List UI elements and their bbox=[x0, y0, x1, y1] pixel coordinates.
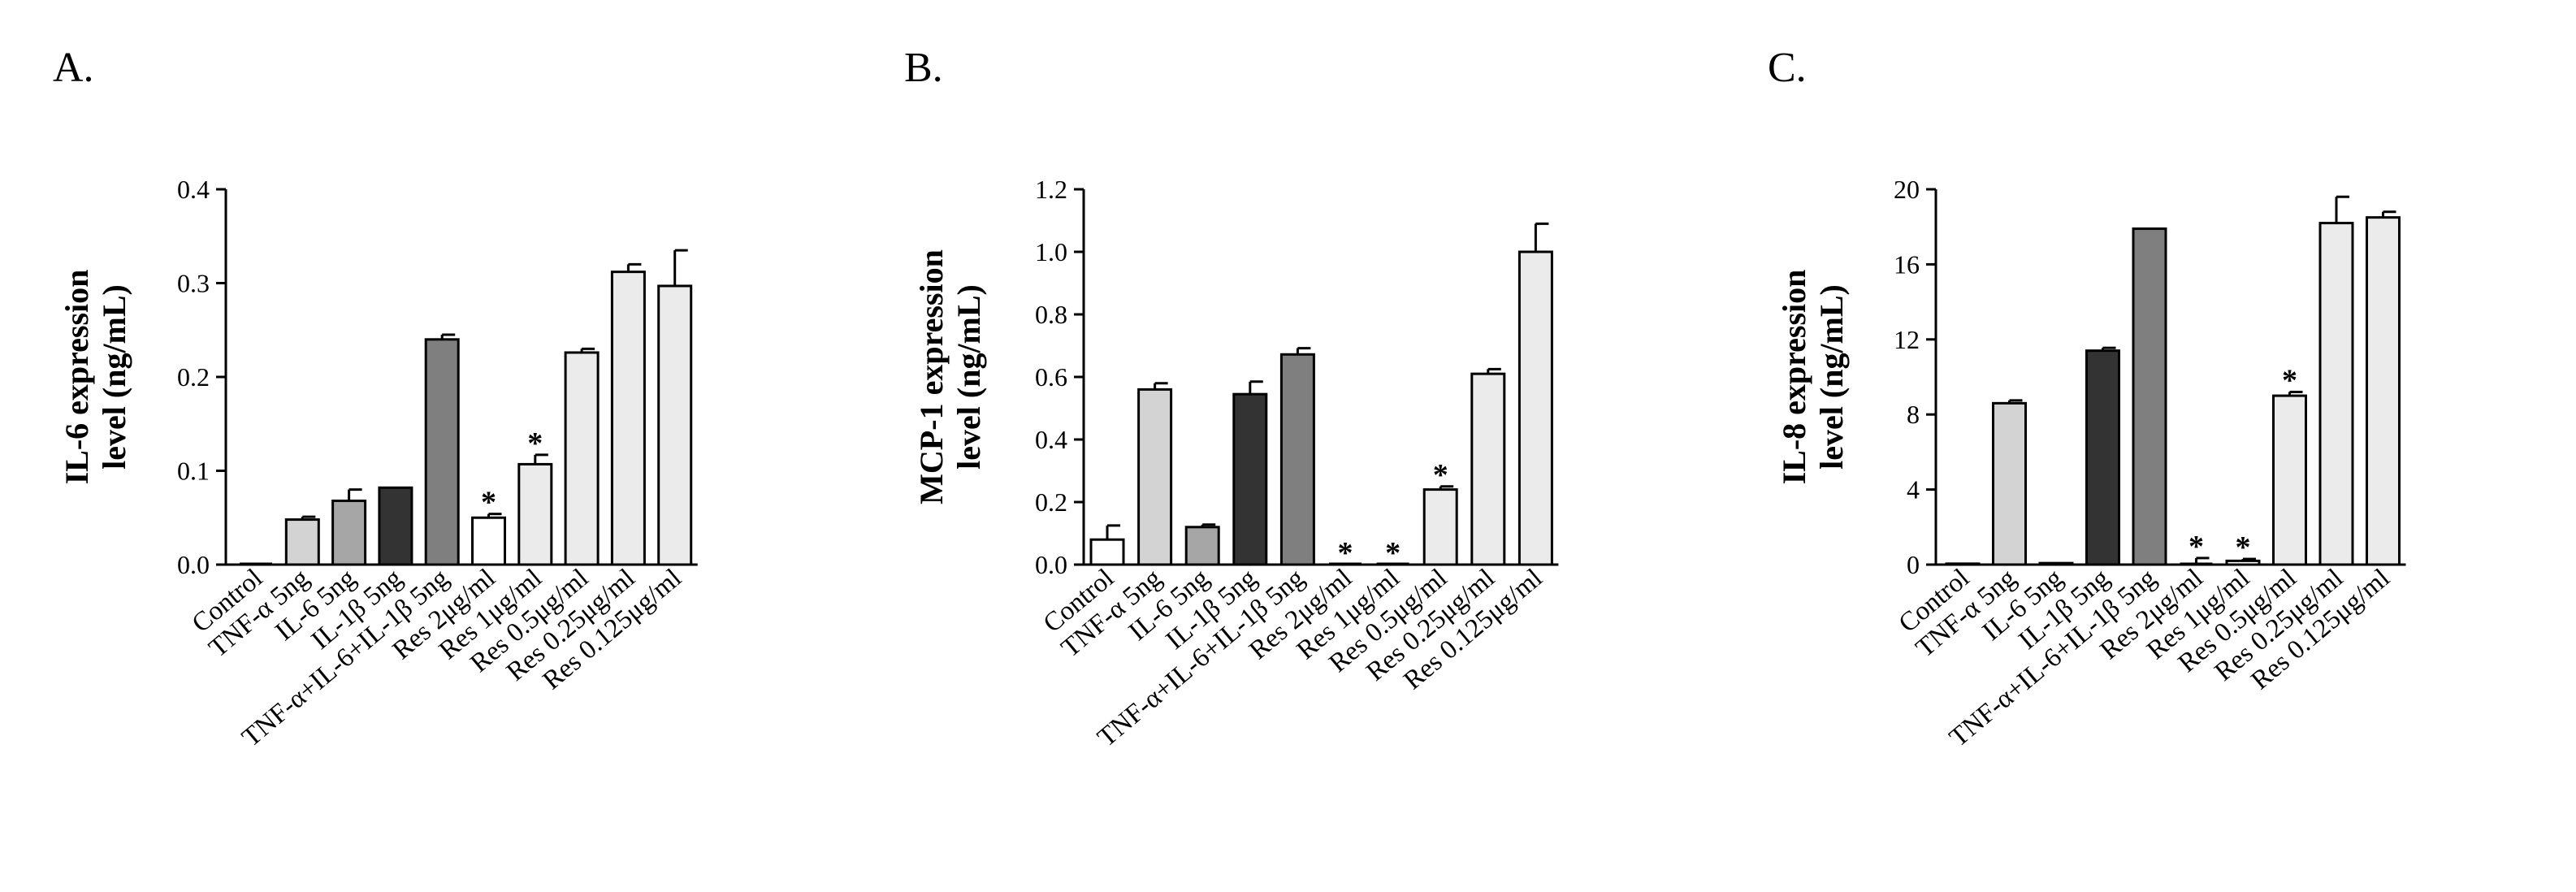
y-tick-label: 0.0 bbox=[1035, 550, 1067, 579]
bar bbox=[1945, 562, 1981, 566]
bar bbox=[424, 338, 460, 566]
y-tick-label: 0.8 bbox=[1035, 300, 1067, 329]
y-tick-label: 16 bbox=[1894, 249, 1920, 279]
y-tick-label: 8 bbox=[1907, 400, 1920, 429]
panel-letter: C. bbox=[1768, 45, 1807, 91]
y-tick-label: 0.2 bbox=[1035, 487, 1067, 517]
panel-a: A. IL-6 expressionlevel (ng/mL) 0.0 0.1 0.2 0… bbox=[53, 45, 698, 753]
bar bbox=[610, 271, 646, 566]
y-tick-label: 12 bbox=[1894, 325, 1920, 354]
bar bbox=[2272, 394, 2307, 566]
y-axis-label: IL-6 expressionlevel (ng/mL) bbox=[58, 270, 132, 485]
bar bbox=[1184, 526, 1220, 566]
bar bbox=[1137, 388, 1173, 566]
y-axis-label-line: level (ng/mL) bbox=[950, 284, 987, 470]
bar bbox=[1992, 401, 2027, 566]
significance-star: * bbox=[1338, 536, 1353, 570]
significance-star: * bbox=[2189, 530, 2204, 564]
panel-letter: B. bbox=[904, 45, 943, 91]
y-tick-label: 0.0 bbox=[177, 550, 210, 579]
y-axis-label-line: IL-6 expression bbox=[58, 270, 95, 485]
bar bbox=[517, 462, 553, 566]
panel-letter: A. bbox=[53, 45, 94, 91]
significance-star: * bbox=[527, 427, 543, 461]
y-axis-label-line: MCP-1 expression bbox=[913, 249, 950, 504]
y-tick-label: 0.6 bbox=[1035, 362, 1067, 392]
bar bbox=[2085, 349, 2120, 566]
y-tick-label: 0.2 bbox=[177, 362, 210, 392]
bar bbox=[284, 518, 320, 566]
bar bbox=[1517, 250, 1553, 566]
y-tick-label: 0.3 bbox=[177, 269, 210, 298]
bar bbox=[378, 486, 413, 566]
y-tick-label: 1.0 bbox=[1035, 237, 1067, 266]
bar bbox=[657, 284, 693, 566]
bar bbox=[331, 499, 367, 566]
y-axis-label-line: level (ng/mL) bbox=[96, 284, 132, 470]
significance-star: * bbox=[2282, 363, 2297, 397]
significance-star: * bbox=[481, 486, 496, 520]
y-tick-label: 0.4 bbox=[1035, 425, 1067, 454]
y-tick-label: 1.2 bbox=[1035, 175, 1067, 204]
bar bbox=[1422, 488, 1458, 566]
y-tick-label: 20 bbox=[1894, 175, 1920, 204]
bar bbox=[2038, 561, 2074, 566]
y-tick-label: 0.1 bbox=[177, 457, 210, 486]
significance-star: * bbox=[2236, 530, 2251, 565]
significance-star: * bbox=[1433, 458, 1448, 492]
y-tick-label: 0.4 bbox=[177, 175, 210, 204]
bar bbox=[2132, 227, 2167, 566]
bar bbox=[564, 351, 600, 566]
bar bbox=[1089, 538, 1125, 566]
panel-b: B. MCP-1 expressionlevel (ng/mL) 0.0 0.2 0.4… bbox=[904, 45, 1559, 753]
y-axis-label-line: level (ng/mL) bbox=[1813, 284, 1850, 470]
bar bbox=[2366, 216, 2401, 566]
significance-star: * bbox=[1385, 536, 1401, 570]
bar bbox=[2318, 222, 2354, 566]
bar bbox=[1232, 392, 1268, 566]
bar bbox=[1279, 353, 1315, 566]
bar bbox=[471, 516, 506, 566]
panel-c: C.IL-8 expressionlevel (ng/mL)048121620C… bbox=[1768, 45, 2406, 753]
y-tick-label: 0 bbox=[1907, 550, 1920, 579]
y-axis-label: IL-8 expressionlevel (ng/mL) bbox=[1776, 270, 1850, 485]
y-axis-label: MCP-1 expressionlevel (ng/mL) bbox=[913, 249, 987, 504]
bar bbox=[1470, 372, 1506, 566]
y-axis-label-line: IL-8 expression bbox=[1776, 270, 1812, 485]
y-tick-label: 4 bbox=[1907, 475, 1920, 504]
